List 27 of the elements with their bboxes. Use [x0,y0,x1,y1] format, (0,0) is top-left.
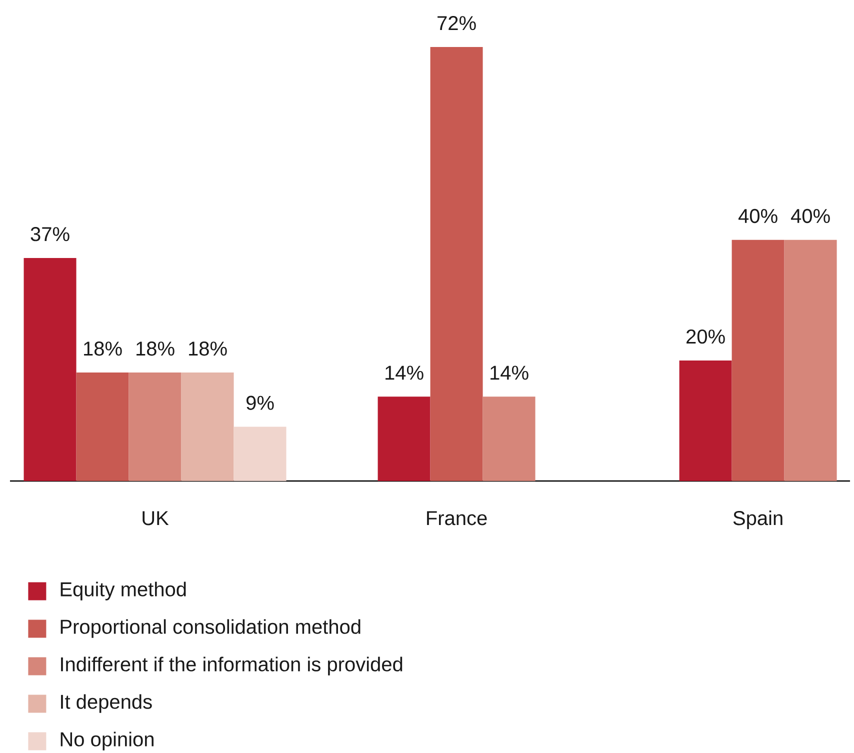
data-label: 37% [30,227,70,242]
data-label: 14% [490,366,528,380]
bar [181,372,234,481]
legend-label: No opinion [60,732,154,750]
bar [24,258,76,481]
data-label: 14% [386,366,424,380]
data-label: 40% [790,208,830,224]
bar [234,426,286,481]
data-label: 18% [84,342,122,356]
x-tick-label: Spain [733,510,782,530]
bar [784,240,837,481]
x-tick-label: UK [142,511,169,526]
data-label: 72% [438,16,476,30]
bar [732,240,784,481]
legend-label: Indifferent if the information is provided [61,656,402,676]
data-label: 18% [136,342,174,356]
x-tick-label: France [427,511,487,526]
legend-label: It depends [61,694,152,713]
data-label: 9% [246,396,274,410]
legend-label: Equity method [60,582,186,600]
bar [679,360,732,481]
data-label: 18% [189,342,227,356]
bar [128,372,182,481]
bar [76,372,129,481]
legend-label: Proportional consolidation method [60,619,360,638]
data-label: 40% [738,208,778,224]
data-label: 20% [686,329,725,344]
